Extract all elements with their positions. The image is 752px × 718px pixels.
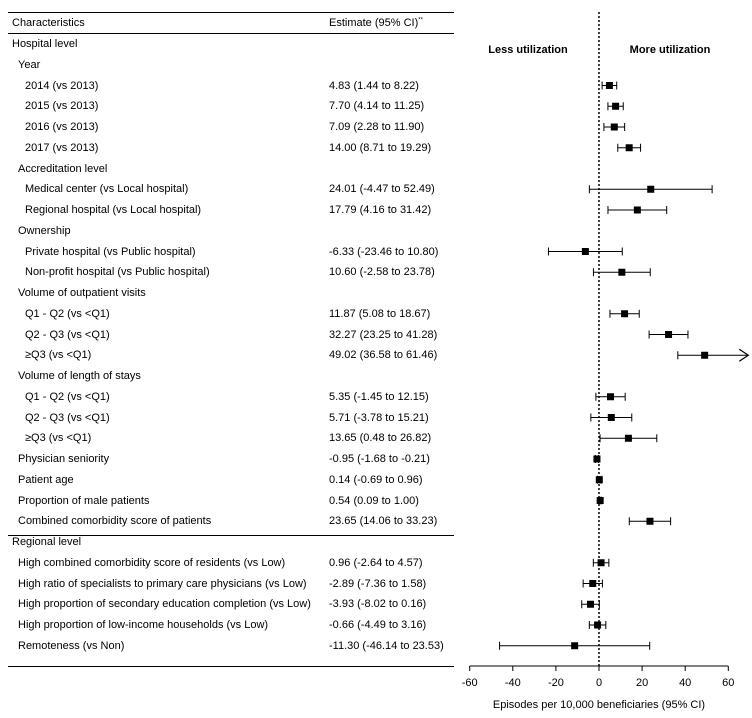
row-label: Private hospital (vs Public hospital)	[25, 245, 196, 258]
point-estimate	[665, 331, 673, 338]
point-estimate	[646, 517, 654, 525]
row-label: Patient age	[18, 473, 74, 486]
row-label: High proportion of secondary education c…	[18, 598, 311, 611]
row-estimate: 14.00 (8.71 to 19.29)	[329, 141, 432, 154]
row-label: High combined comorbidity score of resid…	[18, 556, 286, 569]
x-tick-label: 20	[636, 677, 648, 689]
column-header-estimate-footnote: **	[418, 17, 423, 24]
point-estimate	[605, 82, 613, 89]
row-estimate: 23.65 (14.06 to 33.23)	[329, 515, 438, 528]
row-estimate: 49.02 (36.58 to 61.46)	[329, 349, 438, 362]
column-header-estimate-text: Estimate (95% CI)	[329, 17, 419, 29]
point-estimate	[587, 600, 595, 608]
row-estimate: -2.89 (-7.36 to 1.58)	[329, 577, 427, 590]
x-tick-label: -20	[548, 677, 564, 689]
row-label: Q2 - Q3 (vs <Q1)	[25, 411, 110, 424]
point-estimate	[610, 123, 618, 131]
row-label: Q1 - Q2 (vs <Q1)	[25, 390, 110, 403]
point-estimate	[607, 393, 615, 401]
row-estimate: -6.33 (-23.46 to 10.80)	[329, 245, 439, 258]
row-estimate: 10.60 (-2.58 to 23.78)	[329, 266, 435, 279]
point-estimate	[612, 102, 620, 110]
row-estimate: 32.27 (23.25 to 41.28)	[329, 328, 438, 341]
x-axis-label: Episodes per 10,000 beneficiaries (95% C…	[493, 699, 705, 711]
row-label: ≥Q3 (vs <Q1)	[25, 349, 92, 362]
row-label: Combined comorbidity score of patients	[18, 515, 212, 528]
point-estimate	[618, 268, 626, 276]
row-estimate: -0.66 (-4.49 to 3.16)	[329, 619, 427, 631]
ci-arrow	[738, 348, 750, 362]
row-estimate: 13.65 (0.48 to 26.82)	[329, 432, 432, 445]
row-estimate: -3.93 (-8.02 to 0.16)	[329, 598, 427, 611]
point-estimate	[594, 621, 602, 629]
row-label: Q1 - Q2 (vs <Q1)	[25, 307, 110, 320]
row-label: Ownership	[18, 224, 71, 237]
row-label: Physician seniority	[18, 453, 110, 465]
row-estimate: 5.71 (-3.78 to 15.21)	[329, 411, 429, 424]
row-label: Non-profit hospital (vs Public hospital)	[25, 266, 210, 279]
point-estimate	[624, 434, 632, 442]
x-tick-label: 60	[722, 677, 734, 689]
table-bottom-rule	[8, 666, 454, 667]
point-estimate	[625, 144, 633, 152]
point-estimate	[596, 497, 604, 504]
row-label: Regional level	[12, 536, 82, 548]
row-label: High proportion of low-income households…	[18, 619, 269, 631]
row-estimate: 7.09 (2.28 to 11.90)	[329, 121, 425, 133]
row-label: 2016 (vs 2013)	[25, 121, 99, 133]
row-label: Regional hospital (vs Local hospital)	[25, 204, 202, 216]
row-estimate: 0.54 (0.09 to 1.00)	[329, 494, 419, 507]
point-estimate	[581, 248, 589, 255]
point-estimate	[621, 310, 629, 318]
row-label: Volume of outpatient visits	[18, 287, 146, 299]
row-label: Year	[18, 58, 41, 71]
row-label: Medical center (vs Local hospital)	[25, 183, 189, 196]
x-tick-label: 40	[679, 677, 691, 689]
row-label: 2017 (vs 2013)	[25, 141, 99, 154]
hospital-regional-divider	[8, 535, 454, 536]
point-estimate	[607, 414, 615, 421]
x-tick-label: -40	[505, 677, 521, 689]
row-label: Volume of length of stays	[18, 370, 141, 382]
row-label: Remoteness (vs Non)	[18, 639, 125, 652]
table-header-rule	[8, 33, 454, 34]
row-estimate: 0.14 (-0.69 to 0.96)	[329, 473, 423, 486]
table-top-rule	[8, 12, 454, 13]
row-estimate: 0.96 (-2.64 to 4.57)	[329, 556, 423, 569]
point-estimate	[595, 476, 603, 484]
point-estimate	[647, 185, 655, 193]
row-label: Proportion of male patients	[18, 494, 150, 507]
row-estimate: -0.95 (-1.68 to -0.21)	[329, 453, 430, 465]
row-estimate: 4.83 (1.44 to 8.22)	[329, 79, 419, 92]
row-estimate: 5.35 (-1.45 to 12.15)	[329, 390, 429, 403]
x-tick-label: -60	[462, 677, 478, 689]
row-estimate: 24.01 (-4.47 to 52.49)	[329, 183, 435, 196]
point-estimate	[593, 455, 601, 463]
row-label: 2015 (vs 2013)	[25, 100, 99, 113]
x-tick-label: 0	[596, 677, 602, 689]
column-header-characteristics: Characteristics	[12, 17, 85, 29]
row-label: 2014 (vs 2013)	[25, 79, 99, 92]
row-estimate: 7.70 (4.14 to 11.25)	[329, 100, 425, 113]
more-utilization-label: More utilization	[630, 44, 711, 56]
point-estimate	[597, 559, 605, 567]
row-label: Hospital level	[12, 38, 78, 50]
point-estimate	[701, 351, 709, 359]
point-estimate	[633, 206, 641, 214]
row-estimate: 17.79 (4.16 to 31.42)	[329, 204, 432, 216]
less-utilization-label: Less utilization	[488, 44, 568, 56]
row-estimate: -11.30 (-46.14 to 23.53)	[329, 639, 444, 652]
row-label: Q2 - Q3 (vs <Q1)	[25, 328, 110, 341]
row-estimate: 11.87 (5.08 to 18.67)	[329, 307, 431, 320]
row-label: ≥Q3 (vs <Q1)	[25, 432, 92, 445]
row-label: High ratio of specialists to primary car…	[18, 577, 307, 590]
point-estimate	[589, 580, 597, 587]
column-header-estimate: Estimate (95% CI)**	[329, 16, 423, 30]
row-label: Accreditation level	[18, 162, 108, 175]
point-estimate	[571, 642, 579, 650]
